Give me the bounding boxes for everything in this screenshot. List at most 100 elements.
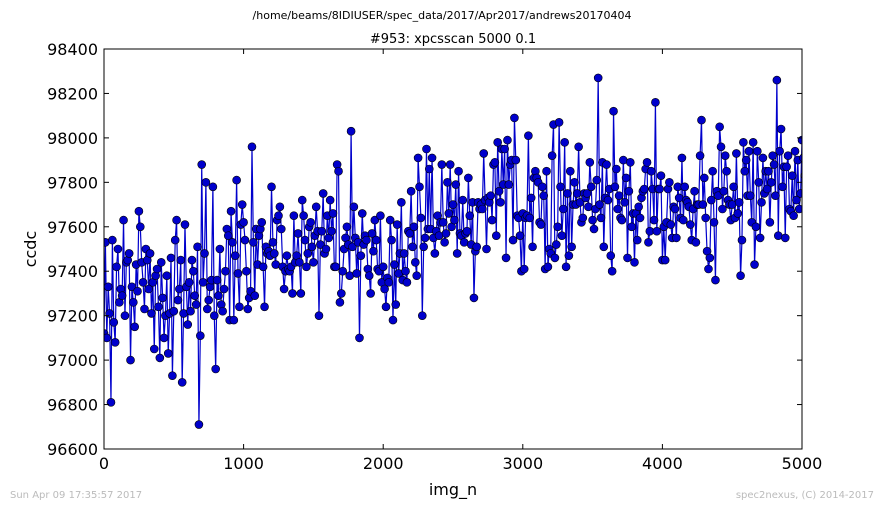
data-point	[437, 160, 447, 169]
data-point	[699, 173, 709, 183]
data-point	[140, 304, 149, 314]
data-point	[419, 242, 428, 252]
data-point	[422, 144, 431, 154]
data-point	[438, 218, 448, 227]
data-point	[686, 220, 695, 229]
data-point	[815, 212, 823, 220]
y-tick-label: 96600	[47, 440, 98, 459]
data-point	[209, 311, 219, 320]
data-point	[578, 213, 588, 223]
data-point	[504, 180, 514, 189]
data-point	[300, 235, 310, 245]
data-point	[862, 178, 870, 186]
data-point	[430, 249, 440, 258]
data-point	[337, 289, 346, 298]
data-point	[632, 235, 642, 245]
data-point	[458, 195, 468, 205]
data-point	[247, 142, 257, 152]
data-point	[869, 165, 877, 173]
y-tick-label: 97200	[47, 307, 98, 326]
data-point	[218, 306, 227, 316]
data-point	[713, 191, 723, 200]
data-point	[406, 186, 416, 196]
data-point	[871, 201, 879, 209]
data-point	[440, 238, 449, 247]
data-point	[644, 238, 653, 247]
data-point	[701, 213, 710, 223]
data-point	[124, 249, 134, 258]
data-point	[198, 278, 208, 287]
data-point	[334, 166, 343, 176]
data-point	[805, 178, 813, 186]
data-point	[316, 240, 325, 249]
data-point	[258, 262, 268, 272]
data-point	[282, 251, 292, 260]
data-point	[620, 198, 630, 207]
data-point	[865, 81, 873, 89]
data-point	[612, 164, 621, 174]
y-tick-label: 98200	[47, 84, 98, 103]
data-point	[367, 229, 377, 238]
data-point	[162, 271, 172, 280]
data-point	[652, 226, 662, 236]
data-point	[757, 198, 766, 207]
data-point	[117, 291, 127, 300]
data-point	[104, 333, 112, 343]
data-point	[168, 371, 177, 380]
data-point	[257, 218, 267, 227]
data-point	[370, 215, 380, 225]
data-point	[708, 166, 717, 176]
data-point	[342, 222, 352, 232]
data-point	[606, 251, 616, 260]
data-point	[649, 215, 659, 225]
data-point	[302, 262, 311, 272]
data-point	[469, 293, 479, 303]
data-point	[239, 218, 248, 227]
data-point	[510, 113, 519, 123]
data-point	[751, 222, 761, 232]
data-point	[670, 204, 680, 214]
data-point	[170, 235, 180, 245]
data-point	[444, 209, 454, 218]
data-point	[840, 198, 848, 206]
data-point	[338, 266, 348, 276]
y-tick-label: 96800	[47, 396, 98, 415]
data-point	[462, 226, 472, 236]
data-point	[732, 149, 741, 158]
data-point	[464, 173, 473, 183]
data-point	[156, 258, 166, 267]
x-tick-label: 4000	[642, 454, 683, 473]
data-point	[854, 112, 862, 120]
data-point	[233, 269, 243, 278]
data-point	[306, 218, 315, 227]
data-point	[709, 218, 719, 227]
data-point	[405, 229, 415, 238]
data-point	[677, 153, 687, 163]
data-point	[812, 169, 820, 177]
data-point	[465, 211, 475, 220]
data-point	[666, 220, 676, 229]
y-tick-label: 97400	[47, 262, 98, 281]
data-point	[200, 249, 209, 258]
data-point	[585, 158, 595, 167]
data-point	[129, 298, 138, 307]
data-point	[607, 266, 617, 276]
data-point	[275, 202, 285, 212]
data-point	[450, 215, 459, 225]
data-point	[729, 182, 738, 192]
data-point	[346, 126, 356, 136]
data-point	[424, 164, 434, 174]
data-point	[844, 185, 852, 193]
data-point	[665, 178, 674, 187]
data-point	[850, 209, 858, 217]
data-point	[596, 213, 606, 223]
data-point	[230, 251, 240, 260]
credit-footer: spec2nexus, (C) 2014-2017	[735, 490, 874, 501]
data-point	[409, 222, 419, 232]
data-point	[592, 175, 602, 185]
data-point	[501, 253, 511, 263]
data-point	[417, 311, 427, 320]
data-point	[553, 222, 563, 232]
data-point	[762, 184, 772, 194]
data-point	[176, 255, 186, 265]
